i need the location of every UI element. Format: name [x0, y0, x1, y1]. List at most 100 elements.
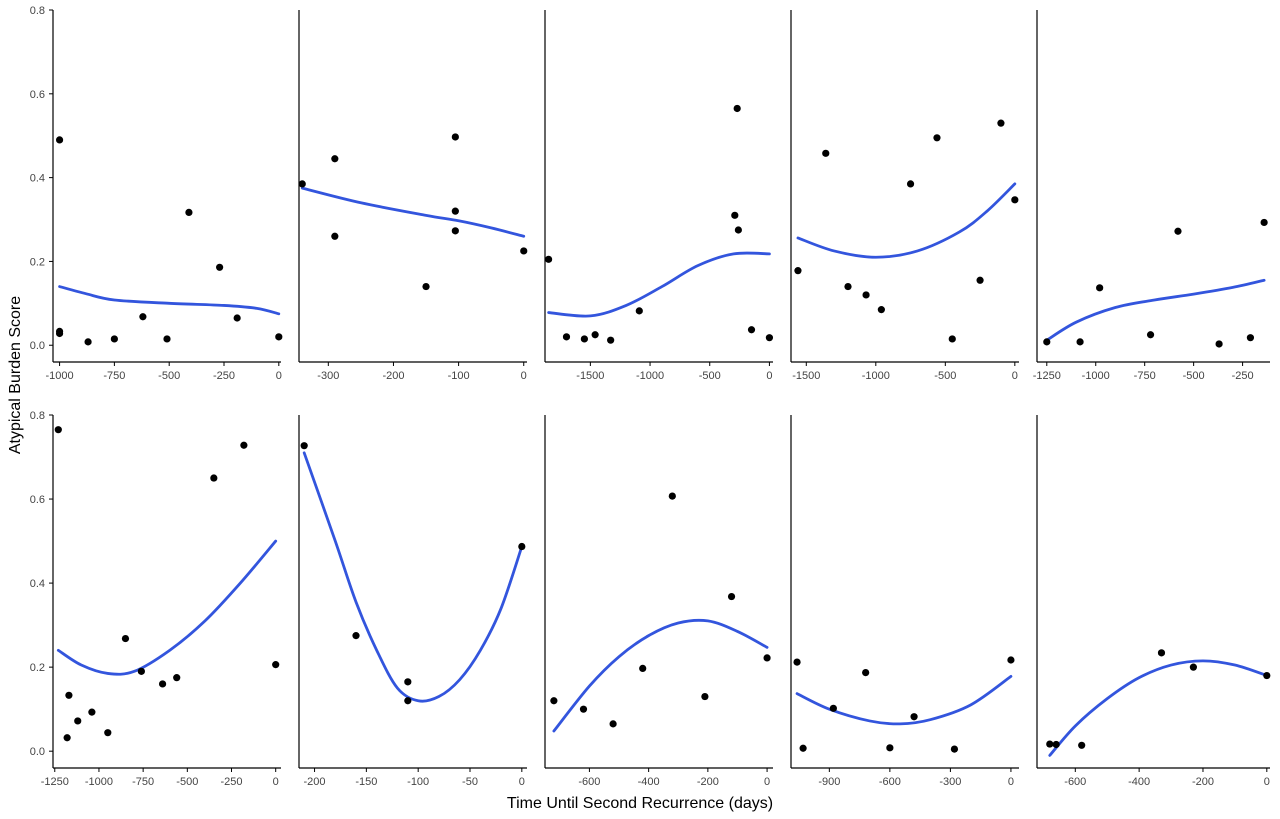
data-point — [580, 335, 588, 343]
data-point — [422, 282, 430, 291]
data-point — [948, 335, 956, 343]
data-point — [933, 134, 941, 142]
x-tick-label: -250 — [220, 776, 242, 788]
data-point — [562, 333, 571, 341]
data-point — [173, 674, 181, 682]
data-point — [733, 104, 741, 113]
data-point — [74, 717, 82, 725]
data-point — [1046, 740, 1054, 748]
fit-curve — [1045, 278, 1266, 342]
data-point — [158, 680, 167, 688]
data-point — [331, 155, 339, 163]
data-point — [591, 331, 599, 339]
fit-curve — [796, 182, 1017, 259]
y-tick-label: 0.8 — [30, 5, 45, 17]
x-tick-label: 0 — [1012, 370, 1018, 382]
x-tick-label: 0 — [273, 776, 279, 788]
data-point — [1078, 741, 1086, 749]
data-point — [635, 307, 643, 315]
data-point — [1007, 656, 1015, 664]
data-point — [1260, 218, 1268, 227]
fit-curve — [1048, 659, 1269, 757]
data-point — [139, 313, 147, 321]
data-point — [55, 329, 64, 338]
data-point — [110, 335, 118, 343]
x-tick-label: -1250 — [1033, 370, 1061, 382]
x-tick-label: -1000 — [636, 370, 664, 382]
data-point — [727, 592, 736, 601]
data-point — [701, 692, 709, 701]
x-tick-label: -400 — [638, 776, 660, 788]
panel-1: 0.0 0.2 0.4 0.6 0.8 -1000 -750 -500 -250 0 — [30, 5, 283, 382]
fit-curve — [302, 451, 524, 703]
data-point — [747, 326, 756, 334]
data-point — [1052, 740, 1060, 749]
data-point — [877, 306, 885, 314]
data-point — [906, 180, 915, 188]
data-point — [886, 744, 894, 752]
data-point — [550, 697, 558, 705]
y-tick-label: 0.6 — [30, 89, 45, 101]
data-point — [734, 226, 742, 234]
fit-curve — [547, 251, 771, 318]
data-point — [1076, 338, 1084, 346]
data-point — [639, 664, 647, 673]
x-tick-label: -600 — [578, 776, 600, 788]
data-point — [997, 119, 1005, 127]
data-point — [950, 745, 959, 753]
data-point — [1174, 227, 1182, 235]
data-point — [54, 426, 62, 434]
data-point — [63, 734, 71, 742]
x-tick-label: -400 — [1128, 776, 1150, 788]
x-tick-label: -1000 — [46, 370, 74, 382]
x-tick-label: -300 — [317, 370, 339, 382]
data-point — [520, 247, 528, 255]
data-point — [518, 542, 526, 551]
x-tick-label: -500 — [699, 370, 721, 382]
data-point — [300, 442, 308, 450]
data-point — [216, 263, 224, 271]
x-tick-label: -500 — [158, 370, 180, 382]
data-point — [1157, 649, 1166, 657]
data-point — [240, 441, 248, 449]
data-point — [55, 136, 64, 144]
x-tick-label: -250 — [1232, 370, 1254, 382]
x-tick-label: -100 — [407, 776, 429, 788]
x-tick-label: -500 — [176, 776, 198, 788]
x-tick-label: -1500 — [576, 370, 604, 382]
data-point — [233, 314, 241, 322]
x-tick-label: -200 — [697, 776, 719, 788]
x-tick-label: -500 — [1183, 370, 1205, 382]
panel-7: -200 -150 -100 -50 0 — [298, 415, 527, 788]
x-tick-label: -100 — [448, 370, 470, 382]
y-tick-label: 0.8 — [30, 410, 45, 422]
data-point — [731, 211, 739, 219]
data-point — [1146, 331, 1155, 339]
panel-2: -300 -200 -100 0 — [298, 10, 528, 382]
y-tick-label: 0.6 — [30, 494, 45, 506]
panel-6: 0.0 0.2 0.4 0.6 0.8 -1250 -1000 -750 -500 -250 0 — [30, 410, 281, 788]
panel-5: -1250 -1000 -750 -500 -250 — [1033, 10, 1270, 382]
data-point — [1096, 284, 1104, 292]
x-tick-label: -1250 — [41, 776, 69, 788]
data-point — [1215, 340, 1223, 348]
x-tick-label: -200 — [304, 776, 326, 788]
data-point — [976, 276, 984, 284]
data-point — [298, 180, 306, 188]
x-tick-label: 0 — [519, 776, 525, 788]
data-point — [822, 149, 830, 157]
x-tick-label: -200 — [1192, 776, 1214, 788]
data-point — [121, 634, 130, 643]
x-axis-title: Time Until Second Recurrence (days) — [507, 795, 773, 812]
data-point — [668, 492, 676, 500]
data-point — [352, 632, 360, 640]
y-tick-label: 0.4 — [30, 578, 45, 590]
x-tick-label: 0 — [1264, 776, 1270, 788]
x-tick-label: -200 — [382, 370, 404, 382]
data-point — [88, 708, 96, 716]
data-point — [404, 678, 412, 686]
y-axis-title: Atypical Burden Score — [7, 296, 24, 454]
data-point — [451, 227, 459, 235]
data-point — [104, 729, 112, 737]
data-point — [765, 334, 774, 342]
